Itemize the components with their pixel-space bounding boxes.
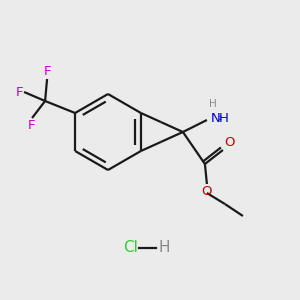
Text: H: H (218, 112, 228, 124)
Text: ₂: ₂ (218, 113, 222, 122)
Text: H: H (209, 99, 217, 109)
Text: H: H (158, 241, 169, 256)
Text: N: N (211, 112, 221, 124)
Text: F: F (43, 65, 51, 78)
Text: O: O (202, 185, 212, 198)
Text: O: O (224, 136, 234, 149)
Text: F: F (27, 119, 35, 132)
Text: Cl: Cl (123, 241, 138, 256)
Text: F: F (16, 85, 23, 98)
